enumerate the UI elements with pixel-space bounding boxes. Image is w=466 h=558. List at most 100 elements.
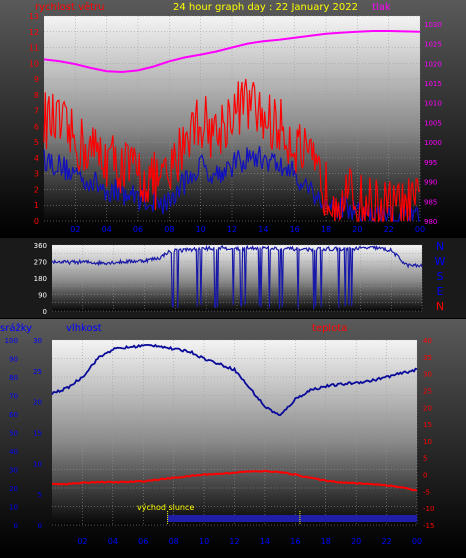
p2-direction-label: E: [437, 285, 444, 298]
p3-x-tick-label: 16: [290, 537, 300, 546]
p1-right-tick-label: 1015: [424, 80, 442, 88]
wind-gust-series: [43, 78, 421, 223]
p3-temperature-tick-label: 5: [423, 455, 427, 463]
p1-left-tick-label: 1: [34, 201, 39, 210]
p3-x-tick-label: 18: [321, 537, 331, 546]
p3-humidity-tick-label: 15: [33, 430, 42, 438]
p1-x-tick-label: 04: [102, 225, 112, 234]
chart-marks: [43, 30, 423, 525]
p3-rain-tick-label: 20: [9, 485, 18, 493]
p1-left-tick-label: 6: [34, 122, 39, 131]
p3-rain-tick-label: 50: [9, 430, 18, 438]
p1-left-tick-label: 8: [34, 91, 39, 100]
p3-x-tick-label: 08: [169, 537, 179, 546]
humidity-axis-title: vlhkost: [66, 323, 102, 334]
p2-direction-label: N: [436, 300, 444, 313]
p2-direction-label: N: [436, 240, 444, 253]
p3-temperature-tick-label: 20: [423, 404, 432, 412]
p1-x-tick-label: 12: [227, 225, 237, 234]
p1-right-tick-label: 1020: [424, 60, 442, 68]
p1-x-tick-label: 18: [321, 225, 331, 234]
p1-x-tick-label: 06: [133, 225, 143, 234]
p3-temperature-tick-label: 10: [423, 438, 432, 446]
p3-rain-tick-label: 40: [9, 448, 18, 456]
p3-temperature-tick-label: -10: [423, 505, 434, 513]
p1-left-tick-label: 4: [34, 154, 39, 163]
grid-lines: [44, 15, 423, 526]
chart-labels: 0123456789101112139809859909951000100510…: [5, 12, 446, 546]
p1-x-tick-label: 02: [70, 225, 80, 234]
p3-temperature-tick-label: 30: [423, 371, 432, 379]
p1-left-tick-label: 2: [34, 185, 39, 194]
p3-rain-tick-label: 100: [5, 337, 18, 345]
p3-x-tick-label: 20: [351, 537, 361, 546]
p3-rain-tick-label: 90: [9, 356, 18, 364]
p1-right-tick-label: 1000: [424, 139, 442, 147]
p3-humidity-tick-label: 5: [38, 491, 42, 499]
p3-temperature-tick-label: 15: [423, 421, 432, 429]
p3-x-tick-label: 14: [260, 537, 270, 546]
p1-left-tick-label: 5: [34, 138, 39, 147]
p1-right-tick-label: 990: [424, 179, 437, 187]
p3-x-tick-label: 12: [229, 537, 239, 546]
temperature-series: [52, 469, 418, 492]
p3-x-tick-label: 00: [412, 537, 422, 546]
p3-humidity-tick-label: 10: [33, 460, 42, 468]
rain-series: [167, 515, 417, 522]
p3-x-tick-label: 06: [138, 537, 148, 546]
p1-left-tick-label: 0: [34, 217, 39, 226]
p1-left-tick-label: 12: [29, 28, 39, 37]
p2-left-tick-label: 360: [34, 242, 47, 250]
p1-left-tick-label: 7: [34, 107, 39, 116]
p1-right-tick-label: 995: [424, 159, 437, 167]
p2-left-tick-label: 270: [34, 259, 47, 267]
rain-axis-title: srážky: [0, 322, 32, 334]
p3-rain-tick-label: 30: [9, 467, 18, 475]
p3-x-tick-label: 10: [199, 537, 209, 546]
p1-right-tick-label: 1005: [424, 119, 442, 127]
p3-x-tick-label: 04: [108, 537, 118, 546]
p3-rain-tick-label: 60: [9, 411, 18, 419]
p1-x-tick-label: 16: [290, 225, 300, 234]
p1-x-tick-label: 22: [384, 225, 394, 234]
p3-humidity-tick-label: 20: [33, 399, 42, 407]
p1-right-tick-label: 1010: [424, 100, 442, 108]
pressure-series: [43, 30, 421, 74]
p1-right-tick-label: 985: [424, 198, 437, 206]
p1-x-tick-label: 10: [196, 225, 206, 234]
p3-x-tick-label: 02: [77, 537, 87, 546]
p2-left-tick-label: 0: [43, 308, 47, 316]
p1-x-tick-label: 14: [258, 225, 268, 234]
p1-left-tick-label: 3: [34, 170, 39, 179]
p3-humidity-tick-label: 25: [33, 368, 42, 376]
p3-rain-tick-label: 80: [9, 374, 18, 382]
p1-x-tick-label: 08: [164, 225, 174, 234]
p3-rain-tick-label: 0: [14, 522, 18, 530]
p2-direction-label: S: [437, 270, 444, 283]
p3-x-tick-label: 22: [381, 537, 391, 546]
p2-left-tick-label: 180: [34, 275, 47, 283]
p3-temperature-tick-label: 25: [423, 387, 432, 395]
p1-right-tick-label: 980: [424, 218, 437, 226]
temperature-axis-title: teplota: [312, 323, 347, 334]
p1-left-tick-label: 9: [34, 75, 39, 84]
wind-axis-title: rychlost větru: [35, 1, 105, 13]
p3-temperature-tick-label: 40: [423, 337, 432, 345]
p3-rain-tick-label: 10: [9, 504, 18, 512]
p1-left-tick-label: 11: [29, 44, 39, 53]
p3-humidity-tick-label: 0: [38, 522, 42, 530]
p3-temperature-tick-label: -5: [423, 488, 430, 496]
p3-temperature-tick-label: 35: [423, 354, 432, 362]
p3-temperature-tick-label: 0: [423, 472, 427, 480]
humidity-series: [51, 343, 418, 417]
p1-x-tick-label: 20: [352, 225, 362, 234]
sunrise-label: východ slunce: [137, 503, 194, 512]
pressure-axis-title: tlak: [372, 2, 391, 13]
p3-temperature-tick-label: -15: [423, 522, 434, 530]
p2-direction-label: W: [435, 255, 446, 268]
p1-left-tick-label: 13: [29, 12, 39, 21]
chart-title: 24 hour graph day : 22 January 2022: [173, 2, 358, 13]
p1-left-tick-label: 10: [29, 59, 39, 68]
